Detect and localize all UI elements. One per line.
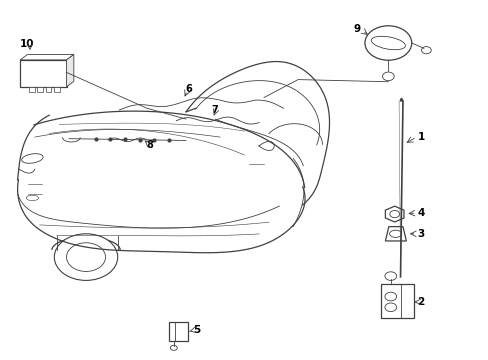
Circle shape [364,26,411,60]
Circle shape [54,234,118,280]
FancyBboxPatch shape [380,284,413,318]
Text: 8: 8 [146,140,153,150]
Text: 4: 4 [417,208,424,218]
Text: 7: 7 [211,105,218,115]
FancyBboxPatch shape [45,87,51,92]
Text: 5: 5 [193,325,200,335]
FancyBboxPatch shape [168,321,188,341]
FancyBboxPatch shape [20,60,66,87]
Polygon shape [385,226,406,241]
Polygon shape [66,54,74,87]
Text: 1: 1 [417,132,424,142]
Text: 10: 10 [20,40,35,49]
FancyBboxPatch shape [29,87,35,92]
FancyBboxPatch shape [54,87,60,92]
Polygon shape [20,54,74,60]
Text: 2: 2 [417,297,424,307]
Text: 9: 9 [353,24,360,35]
Text: 6: 6 [184,84,191,94]
Text: 3: 3 [417,229,424,239]
FancyBboxPatch shape [37,87,43,92]
